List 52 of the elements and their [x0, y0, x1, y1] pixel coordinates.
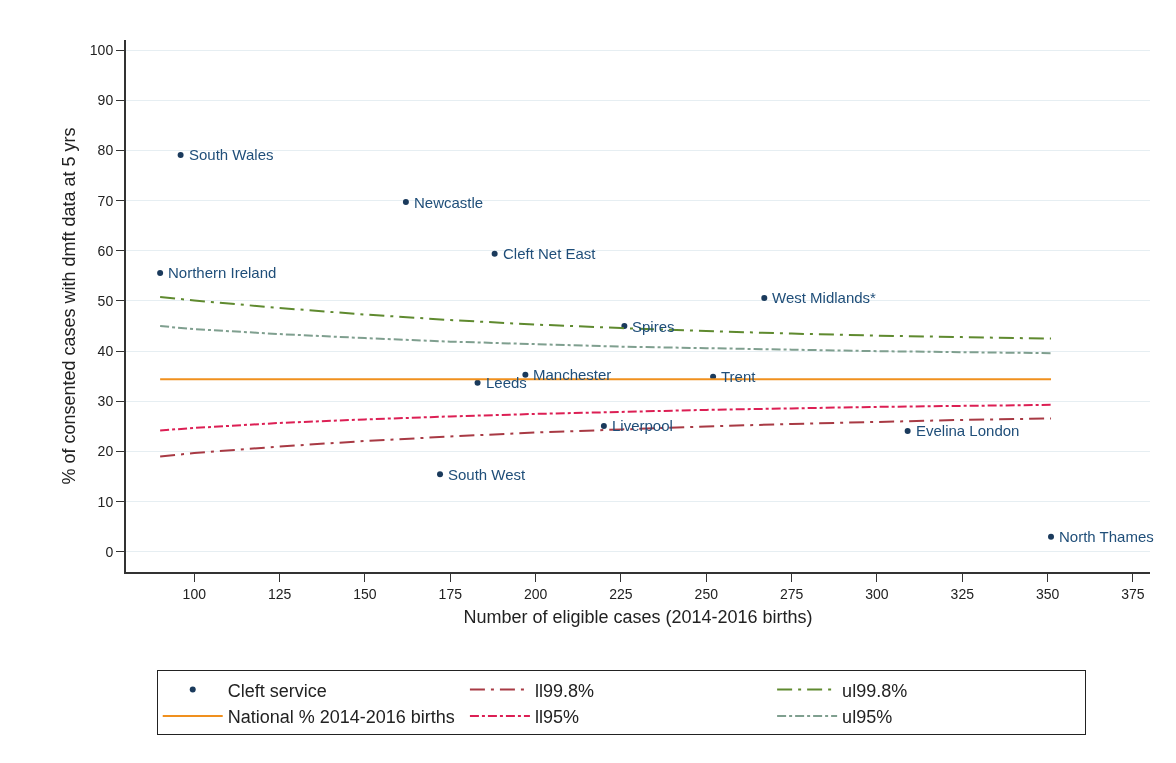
- x-tick-label: 250: [694, 585, 719, 602]
- annotation: North Thames: [1059, 528, 1154, 545]
- point: [157, 269, 164, 276]
- point: [600, 422, 607, 429]
- annotation: Liverpool: [612, 417, 673, 434]
- y-tick-label: 10: [97, 493, 114, 510]
- legend-label: National % 2014-2016 births: [227, 707, 455, 728]
- y-tick-label: 0: [105, 543, 114, 560]
- x-tick-label: 225: [609, 585, 633, 602]
- legend-label: Cleft service: [227, 680, 327, 701]
- point: [437, 471, 444, 478]
- y-tick-label: 40: [97, 343, 114, 360]
- x-axis-title: Number of eligible cases (2014-2016 births): [463, 607, 813, 628]
- point: [904, 427, 911, 434]
- annotation: West Midlands*: [772, 289, 877, 306]
- x-tick-label: 325: [950, 585, 975, 602]
- x-tick-label: 200: [523, 585, 548, 602]
- y-tick-label: 30: [97, 393, 114, 410]
- y-tick-label: 90: [97, 92, 114, 109]
- y-tick-label: 60: [97, 242, 114, 259]
- x-tick-label: 100: [182, 585, 207, 602]
- x-tick-label: 275: [779, 585, 804, 602]
- y-axis-title: % of consented cases with dmft data at 5 yrs: [58, 127, 79, 485]
- point: [474, 379, 481, 386]
- annotation: South West: [448, 466, 527, 483]
- legend-label: ul99.8%: [842, 680, 908, 701]
- point: [177, 151, 184, 158]
- line-series: [159, 417, 1053, 458]
- x-tick-label: 175: [438, 585, 463, 602]
- annotation: South Wales: [189, 146, 274, 163]
- y-tick-label: 20: [97, 443, 114, 460]
- legend-label: ul95%: [842, 707, 893, 728]
- annotation: Newcastle: [414, 194, 484, 211]
- y-tick-label: 50: [97, 292, 114, 309]
- annotation: Spires: [632, 318, 675, 335]
- annotation: Evelina London: [916, 422, 1020, 439]
- point: [761, 294, 768, 301]
- legend-label: ll95%: [534, 707, 579, 728]
- x-tick-label: 125: [267, 585, 292, 602]
- x-tick-label: 300: [865, 585, 889, 602]
- point: [491, 250, 498, 257]
- x-tick-label: 150: [353, 585, 377, 602]
- x-tick-label: 350: [1035, 585, 1060, 602]
- annotation: Cleft Net East: [503, 245, 597, 262]
- legend-label: ll99.8%: [534, 680, 594, 701]
- annotation: Northern Ireland: [168, 264, 277, 281]
- point: [1048, 533, 1055, 540]
- y-tick-label: 80: [97, 142, 114, 159]
- x-tick-label: 375: [1121, 585, 1145, 602]
- point: [402, 199, 409, 206]
- y-tick-label: 100: [89, 41, 114, 58]
- y-tick-label: 70: [97, 192, 114, 209]
